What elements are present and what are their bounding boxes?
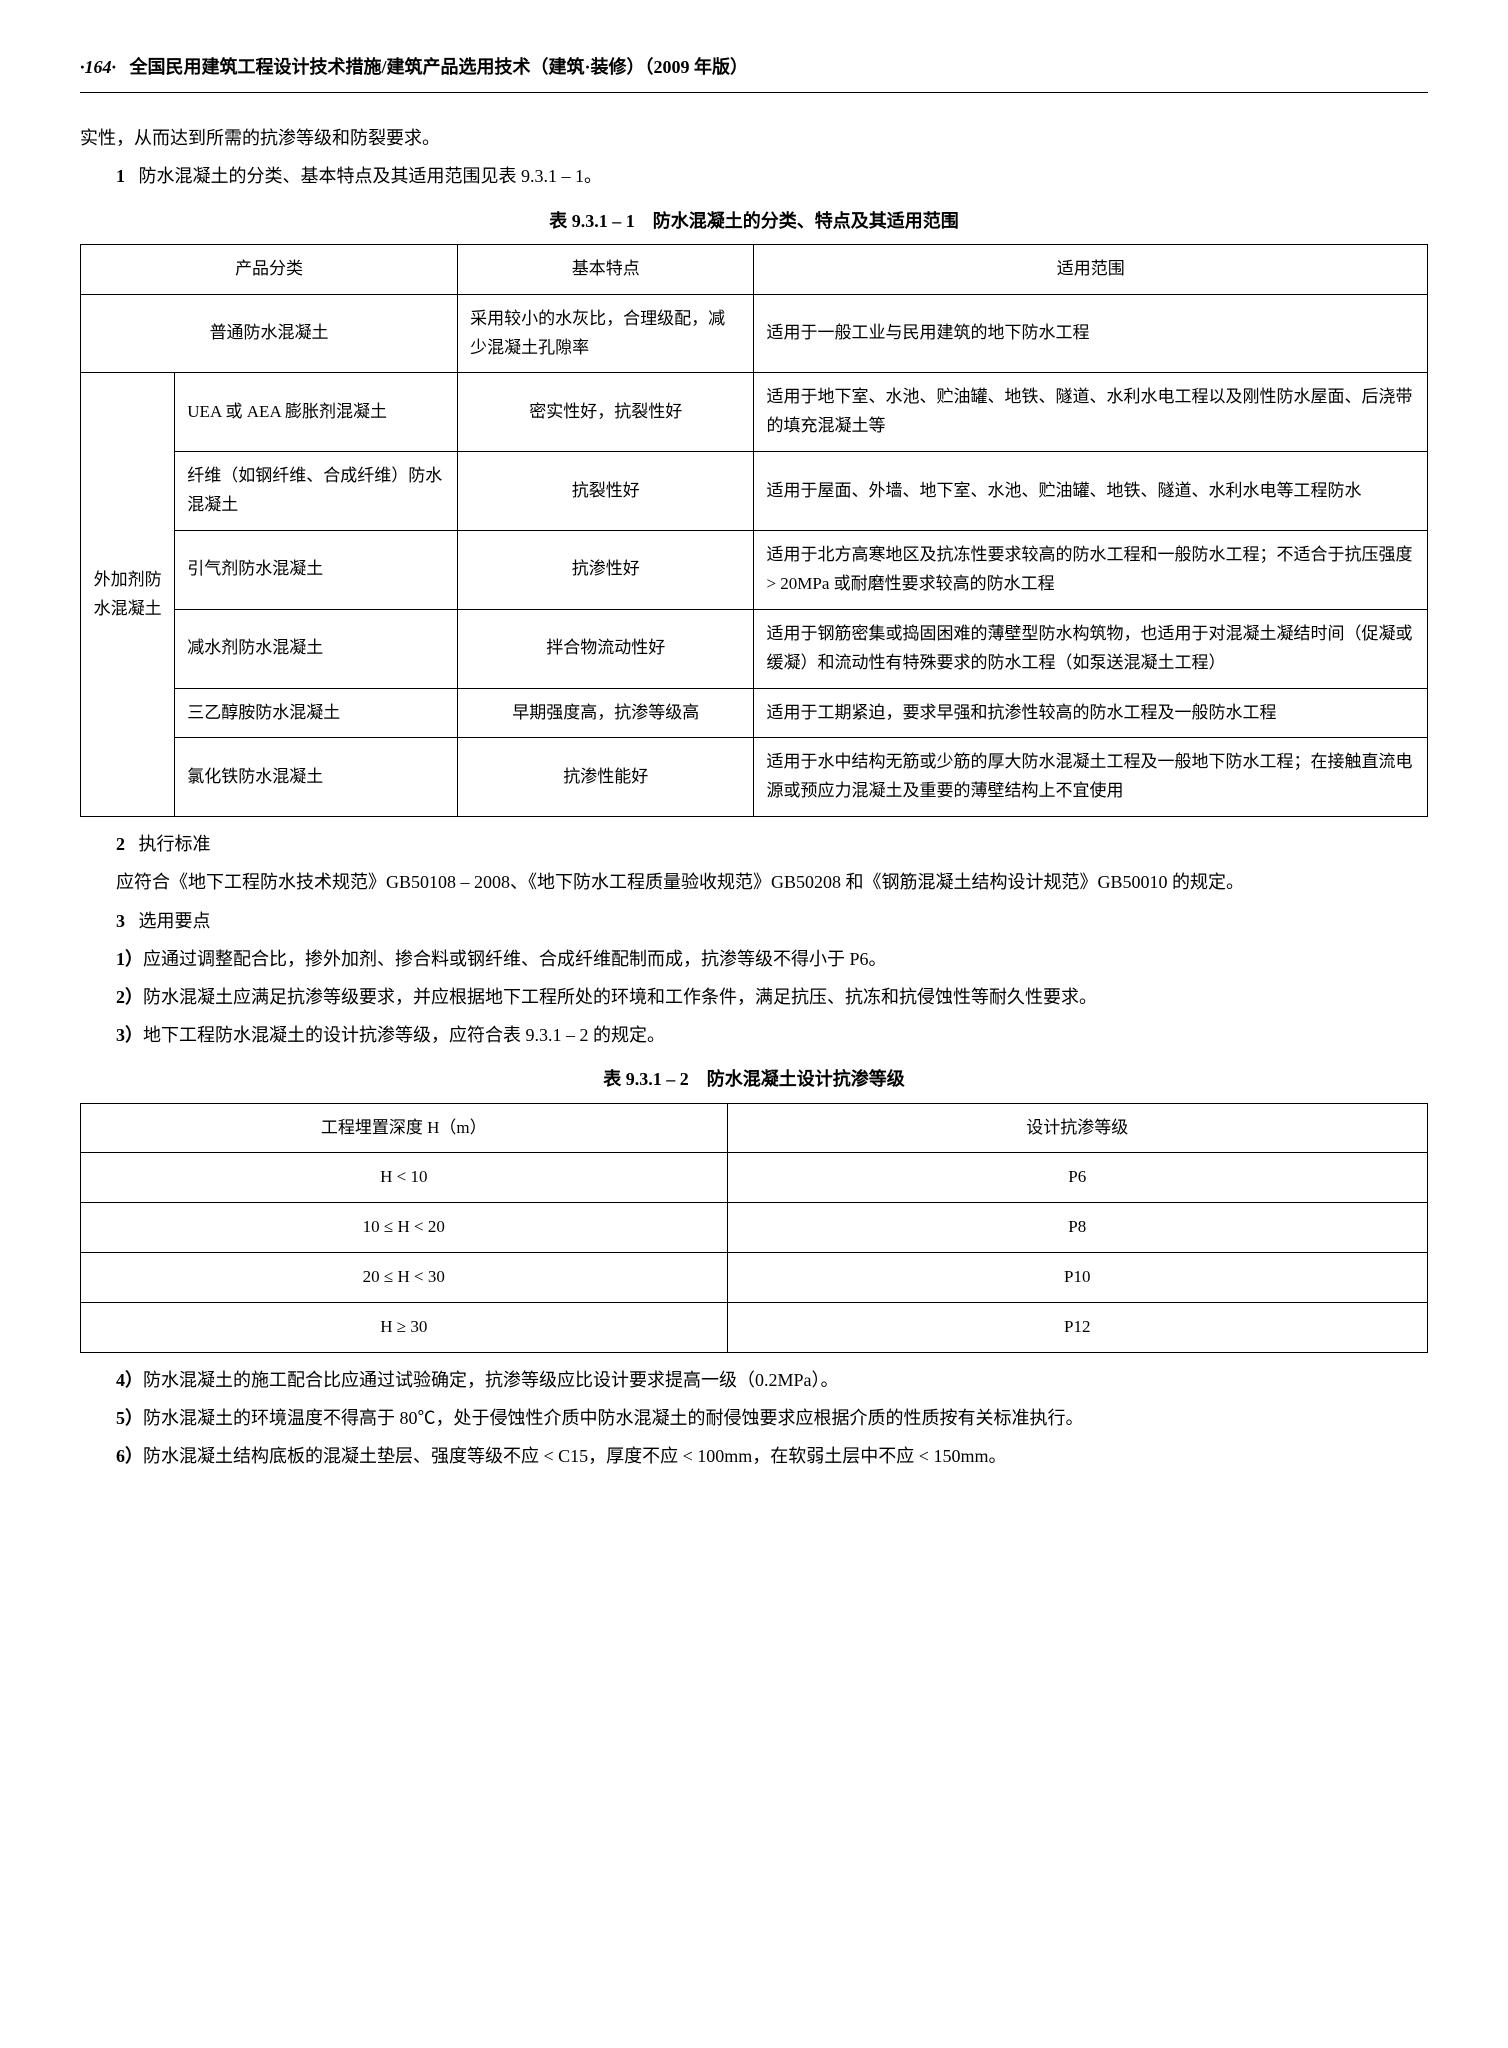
item-3-title-line: 3 选用要点	[80, 904, 1428, 938]
table-row: H ≥ 30 P12	[81, 1303, 1428, 1353]
table-row: 氯化铁防水混凝土 抗渗性能好 适用于水中结构无筋或少筋的厚大防水混凝土工程及一般…	[81, 738, 1428, 817]
table-row: 纤维（如钢纤维、合成纤维）防水混凝土 抗裂性好 适用于屋面、外墙、地下室、水池、…	[81, 452, 1428, 531]
intro-line: 实性，从而达到所需的抗渗等级和防裂要求。	[80, 121, 1428, 155]
t1-g2-feature: 抗渗性好	[458, 530, 754, 609]
table-row: 外加剂防水混凝土 UEA 或 AEA 膨胀剂混凝土 密实性好，抗裂性好 适用于地…	[81, 373, 1428, 452]
t2-r1-g: P8	[727, 1203, 1427, 1253]
item-1-text: 防水混凝土的分类、基本特点及其适用范围见表 9.3.1 – 1。	[139, 166, 603, 186]
point-3-4-num: 4）	[116, 1370, 143, 1390]
t2-h1: 工程埋置深度 H（m）	[81, 1103, 728, 1153]
item-2-title: 执行标准	[139, 834, 211, 854]
t2-r2-d: 20 ≤ H < 30	[81, 1253, 728, 1303]
t2-r0-d: H < 10	[81, 1153, 728, 1203]
t1-g0-name: UEA 或 AEA 膨胀剂混凝土	[175, 373, 458, 452]
t1-g3-feature: 拌合物流动性好	[458, 609, 754, 688]
page-number: ·164·	[80, 57, 116, 77]
point-3-1: 1）应通过调整配合比，掺外加剂、掺合料或钢纤维、合成纤维配制而成，抗渗等级不得小…	[80, 942, 1428, 976]
table2-caption: 表 9.3.1 – 2 防水混凝土设计抗渗等级	[80, 1062, 1428, 1096]
point-3-6: 6）防水混凝土结构底板的混凝土垫层、强度等级不应 < C15，厚度不应 < 10…	[80, 1439, 1428, 1473]
item-1: 1 防水混凝土的分类、基本特点及其适用范围见表 9.3.1 – 1。	[80, 159, 1428, 193]
table-row: 10 ≤ H < 20 P8	[81, 1203, 1428, 1253]
table-row: 工程埋置深度 H（m） 设计抗渗等级	[81, 1103, 1428, 1153]
point-3-2-num: 2）	[116, 987, 143, 1007]
t1-g5-name: 氯化铁防水混凝土	[175, 738, 458, 817]
point-3-3-text: 地下工程防水混凝土的设计抗渗等级，应符合表 9.3.1 – 2 的规定。	[143, 1025, 665, 1045]
t2-r1-d: 10 ≤ H < 20	[81, 1203, 728, 1253]
item-3-num: 3	[116, 911, 125, 931]
t1-g3-scope: 适用于钢筋密集或捣固困难的薄壁型防水构筑物，也适用于对混凝土凝结时间（促凝或缓凝…	[754, 609, 1428, 688]
t1-g2-scope: 适用于北方高寒地区及抗冻性要求较高的防水工程和一般防水工程；不适合于抗压强度 >…	[754, 530, 1428, 609]
point-3-3: 3）地下工程防水混凝土的设计抗渗等级，应符合表 9.3.1 – 2 的规定。	[80, 1018, 1428, 1052]
point-3-4: 4）防水混凝土的施工配合比应通过试验确定，抗渗等级应比设计要求提高一级（0.2M…	[80, 1363, 1428, 1397]
item-1-num: 1	[116, 166, 125, 186]
point-3-5-num: 5）	[116, 1408, 143, 1428]
table-row: 普通防水混凝土 采用较小的水灰比，合理级配，减少混凝土孔隙率 适用于一般工业与民…	[81, 294, 1428, 373]
point-3-1-num: 1）	[116, 949, 143, 969]
t1-g3-name: 减水剂防水混凝土	[175, 609, 458, 688]
point-3-2-text: 防水混凝土应满足抗渗等级要求，并应根据地下工程所处的环境和工作条件，满足抗压、抗…	[143, 987, 1097, 1007]
item-3-title: 选用要点	[139, 911, 211, 931]
point-3-4-text: 防水混凝土的施工配合比应通过试验确定，抗渗等级应比设计要求提高一级（0.2MPa…	[143, 1370, 839, 1390]
t1-g5-feature: 抗渗性能好	[458, 738, 754, 817]
t1-h1: 产品分类	[81, 244, 458, 294]
t1-g2-name: 引气剂防水混凝土	[175, 530, 458, 609]
item-2-text: 应符合《地下工程防水技术规范》GB50108 – 2008、《地下防水工程质量验…	[80, 865, 1428, 899]
point-3-6-text: 防水混凝土结构底板的混凝土垫层、强度等级不应 < C15，厚度不应 < 100m…	[143, 1446, 1006, 1466]
t1-group-label: 外加剂防水混凝土	[81, 373, 175, 817]
point-3-6-num: 6）	[116, 1446, 143, 1466]
t1-g0-scope: 适用于地下室、水池、贮油罐、地铁、隧道、水利水电工程以及刚性防水屋面、后浇带的填…	[754, 373, 1428, 452]
point-3-1-text: 应通过调整配合比，掺外加剂、掺合料或钢纤维、合成纤维配制而成，抗渗等级不得小于 …	[143, 949, 887, 969]
t2-r2-g: P10	[727, 1253, 1427, 1303]
table1-caption: 表 9.3.1 – 1 防水混凝土的分类、特点及其适用范围	[80, 204, 1428, 238]
t2-r0-g: P6	[727, 1153, 1427, 1203]
t2-r3-g: P12	[727, 1303, 1427, 1353]
point-3-5-text: 防水混凝土的环境温度不得高于 80℃，处于侵蚀性介质中防水混凝土的耐侵蚀要求应根…	[143, 1408, 1084, 1428]
point-3-2: 2）防水混凝土应满足抗渗等级要求，并应根据地下工程所处的环境和工作条件，满足抗压…	[80, 980, 1428, 1014]
t1-g0-feature: 密实性好，抗裂性好	[458, 373, 754, 452]
page-header: ·164· 全国民用建筑工程设计技术措施/建筑产品选用技术（建筑·装修）（200…	[80, 50, 1428, 93]
table-row: 减水剂防水混凝土 拌合物流动性好 适用于钢筋密集或捣固困难的薄壁型防水构筑物，也…	[81, 609, 1428, 688]
table-row: 产品分类 基本特点 适用范围	[81, 244, 1428, 294]
t1-g4-scope: 适用于工期紧迫，要求早强和抗渗性较高的防水工程及一般防水工程	[754, 688, 1428, 738]
t1-r1-feature: 采用较小的水灰比，合理级配，减少混凝土孔隙率	[458, 294, 754, 373]
table-row: 引气剂防水混凝土 抗渗性好 适用于北方高寒地区及抗冻性要求较高的防水工程和一般防…	[81, 530, 1428, 609]
table-1: 产品分类 基本特点 适用范围 普通防水混凝土 采用较小的水灰比，合理级配，减少混…	[80, 244, 1428, 817]
t1-r1-name: 普通防水混凝土	[81, 294, 458, 373]
t2-h2: 设计抗渗等级	[727, 1103, 1427, 1153]
t2-r3-d: H ≥ 30	[81, 1303, 728, 1353]
table-row: 三乙醇胺防水混凝土 早期强度高，抗渗等级高 适用于工期紧迫，要求早强和抗渗性较高…	[81, 688, 1428, 738]
item-2-num: 2	[116, 834, 125, 854]
t1-h3: 适用范围	[754, 244, 1428, 294]
table-2: 工程埋置深度 H（m） 设计抗渗等级 H < 10 P6 10 ≤ H < 20…	[80, 1103, 1428, 1353]
t1-g1-feature: 抗裂性好	[458, 452, 754, 531]
point-3-5: 5）防水混凝土的环境温度不得高于 80℃，处于侵蚀性介质中防水混凝土的耐侵蚀要求…	[80, 1401, 1428, 1435]
item-2-title-line: 2 执行标准	[80, 827, 1428, 861]
t1-g1-scope: 适用于屋面、外墙、地下室、水池、贮油罐、地铁、隧道、水利水电等工程防水	[754, 452, 1428, 531]
t1-g5-scope: 适用于水中结构无筋或少筋的厚大防水混凝土工程及一般地下防水工程；在接触直流电源或…	[754, 738, 1428, 817]
t1-h2: 基本特点	[458, 244, 754, 294]
t1-g1-name: 纤维（如钢纤维、合成纤维）防水混凝土	[175, 452, 458, 531]
t1-r1-scope: 适用于一般工业与民用建筑的地下防水工程	[754, 294, 1428, 373]
header-title: 全国民用建筑工程设计技术措施/建筑产品选用技术（建筑·装修）（2009 年版）	[130, 57, 749, 77]
table-row: 20 ≤ H < 30 P10	[81, 1253, 1428, 1303]
point-3-3-num: 3）	[116, 1025, 143, 1045]
t1-g4-feature: 早期强度高，抗渗等级高	[458, 688, 754, 738]
t1-g4-name: 三乙醇胺防水混凝土	[175, 688, 458, 738]
table-row: H < 10 P6	[81, 1153, 1428, 1203]
